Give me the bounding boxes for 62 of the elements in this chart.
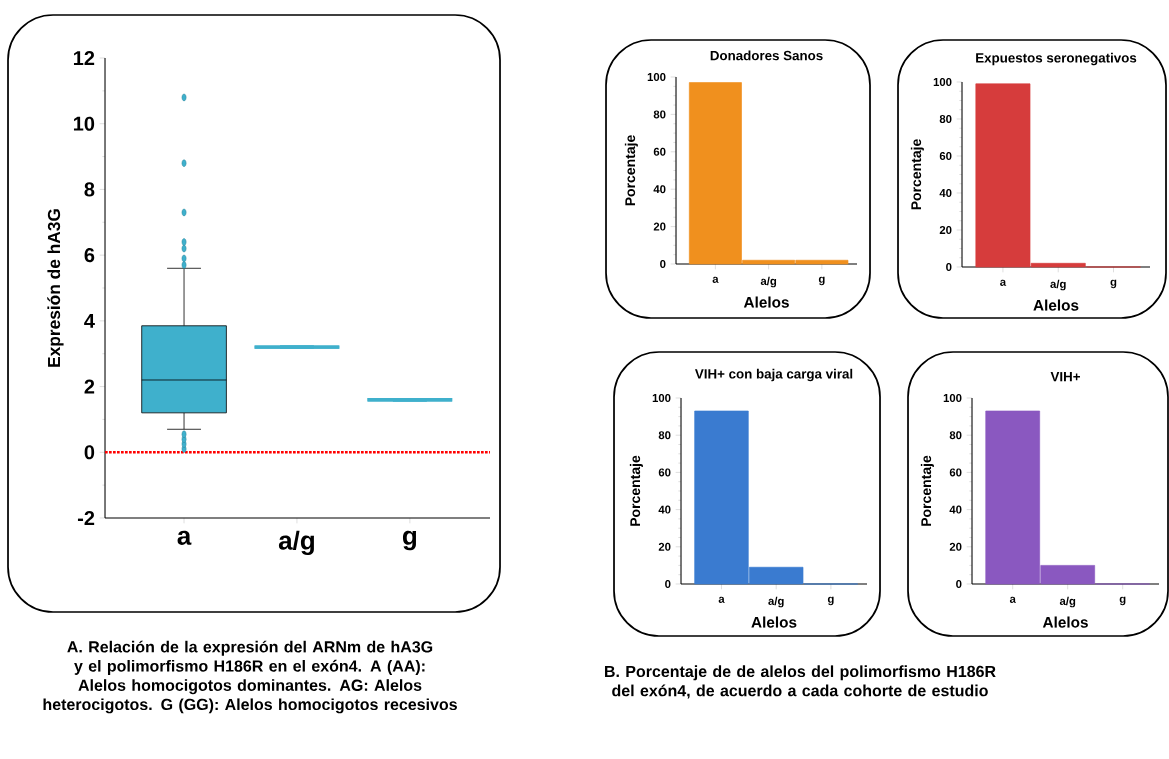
y-tick-label: 80 [949,431,962,440]
x-tick-label: a [177,530,192,545]
y-tick-label: 4 [84,313,95,328]
y-tick-label: 20 [653,222,666,231]
y-axis-title: Porcentaje [920,455,934,526]
chart-title: VIH+ con baja carga viral [694,368,853,382]
x-tick-label: g [1119,596,1126,606]
y-tick-label: 40 [939,188,952,197]
y-tick-label: 80 [939,114,952,123]
y-tick-label: 8 [84,182,95,197]
y-tick-label: 80 [653,110,666,119]
x-tick-label: g [1110,279,1117,289]
x-tick-label: a [1009,596,1016,603]
x-tick-label: a/g [1050,279,1066,291]
text: B. Porcentaje de de alelos del polimorfismo H186R del exón4, de acuerdo a cada cohorte de estudio [605,665,996,699]
y-tick-label: 6 [84,248,95,263]
y-tick-label: -2 [77,511,95,525]
y-tick-label: 0 [665,579,671,588]
x-tick-label: g [818,276,825,286]
y-tick-label: 0 [660,259,666,268]
y-tick-label: 0 [84,445,95,460]
y-tick-label: 100 [652,393,671,402]
y-tick-label: 100 [647,72,666,81]
x-tick-label: g [402,530,417,551]
y-tick-label: 10 [73,116,95,131]
y-tick-label: 20 [658,542,671,551]
y-tick-label: 60 [939,151,952,160]
x-axis-title: Alelos [743,296,789,308]
x-tick-label: a [1000,279,1007,286]
y-tick-label: 40 [653,185,666,194]
x-axis-title: Alelos [1042,616,1088,628]
x-tick-label: a/g [278,530,314,556]
y-axis-title: Porcentaje [910,139,924,210]
y-tick-label: 40 [658,505,671,514]
y-tick-label: 0 [956,579,962,588]
x-tick-label: g [827,596,834,606]
y-tick-label: 0 [946,262,952,271]
text: A. Relación de la expresión del ARNm de hA3G y el polimorfismo H186R en el exón4. A (AA): Alelos homocigotos dominantes. AG: Alelos heterocigotos. G (GG): Alelos homocigotos recesivos [43,640,457,714]
x-tick-label: a/g [768,596,784,608]
y-tick-label: 20 [939,225,952,234]
chart-title: VIH+ [1050,372,1080,382]
y-tick-label: 2 [84,379,95,394]
x-tick-label: a/g [1059,596,1076,608]
y-tick-label: 80 [658,431,671,440]
chart-title: Expuestos seronegativos [976,52,1137,66]
chart-title: Donadores Sanos [710,50,823,61]
x-tick-label: a [712,276,719,283]
y-tick-label: 60 [949,468,962,477]
y-tick-label: 100 [933,77,952,86]
y-tick-label: 60 [658,468,671,477]
x-tick-label: a/g [760,276,777,288]
x-tick-label: a [718,596,725,603]
y-tick-label: 60 [653,147,666,156]
x-axis-title: Alelos [1033,299,1079,311]
x-axis-title: Alelos [751,616,797,628]
y-tick-label: 100 [943,393,962,402]
y-tick-label: 20 [949,542,962,551]
y-tick-label: 12 [73,51,95,65]
y-axis-title: Expresión de hA3G [47,209,64,367]
y-axis-title: Porcentaje [624,135,638,206]
y-tick-label: 40 [949,505,962,514]
y-axis-title: Porcentaje [629,455,643,526]
